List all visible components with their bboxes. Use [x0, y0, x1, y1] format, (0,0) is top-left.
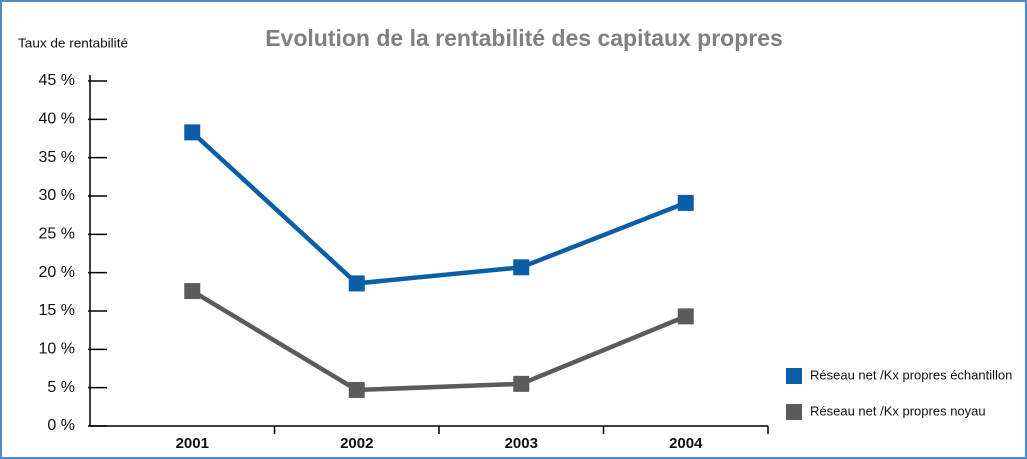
x-tick-label: 2001 [176, 435, 209, 452]
y-tick-label: 35 % [39, 149, 75, 166]
y-tick-label: 40 % [39, 111, 75, 128]
series-line [190, 130, 687, 286]
legend-swatch [786, 368, 802, 384]
x-tick-label: 2004 [669, 435, 703, 452]
marker [513, 375, 530, 392]
y-tick-label: 25 % [39, 226, 75, 243]
legend-label: Réseau net /Kx propres échantillon [810, 367, 1012, 382]
legend-label: Réseau net /Kx propres noyau [810, 403, 986, 418]
marker [184, 283, 201, 300]
y-tick-label: 0 % [47, 417, 75, 434]
marker [348, 381, 365, 398]
marker [513, 259, 530, 276]
y-tick-label: 45 % [39, 72, 75, 89]
y-tick-label: 15 % [39, 302, 75, 319]
x-tick-label: 2002 [340, 435, 373, 452]
chart-title: Evolution de la rentabilité des capitaux… [265, 25, 783, 51]
y-tick-label: 30 % [39, 187, 75, 204]
x-tick-label: 2003 [505, 435, 538, 452]
marker [677, 308, 694, 325]
marker [184, 124, 201, 141]
legend-swatch [786, 404, 802, 420]
y-tick-label: 10 % [39, 341, 75, 358]
y-tick-label: 5 % [47, 379, 75, 396]
y-axis-label: Taux de rentabilité [18, 35, 128, 50]
series-line [191, 289, 687, 393]
marker [348, 275, 365, 292]
marker [677, 194, 694, 211]
y-tick-label: 20 % [39, 264, 75, 281]
